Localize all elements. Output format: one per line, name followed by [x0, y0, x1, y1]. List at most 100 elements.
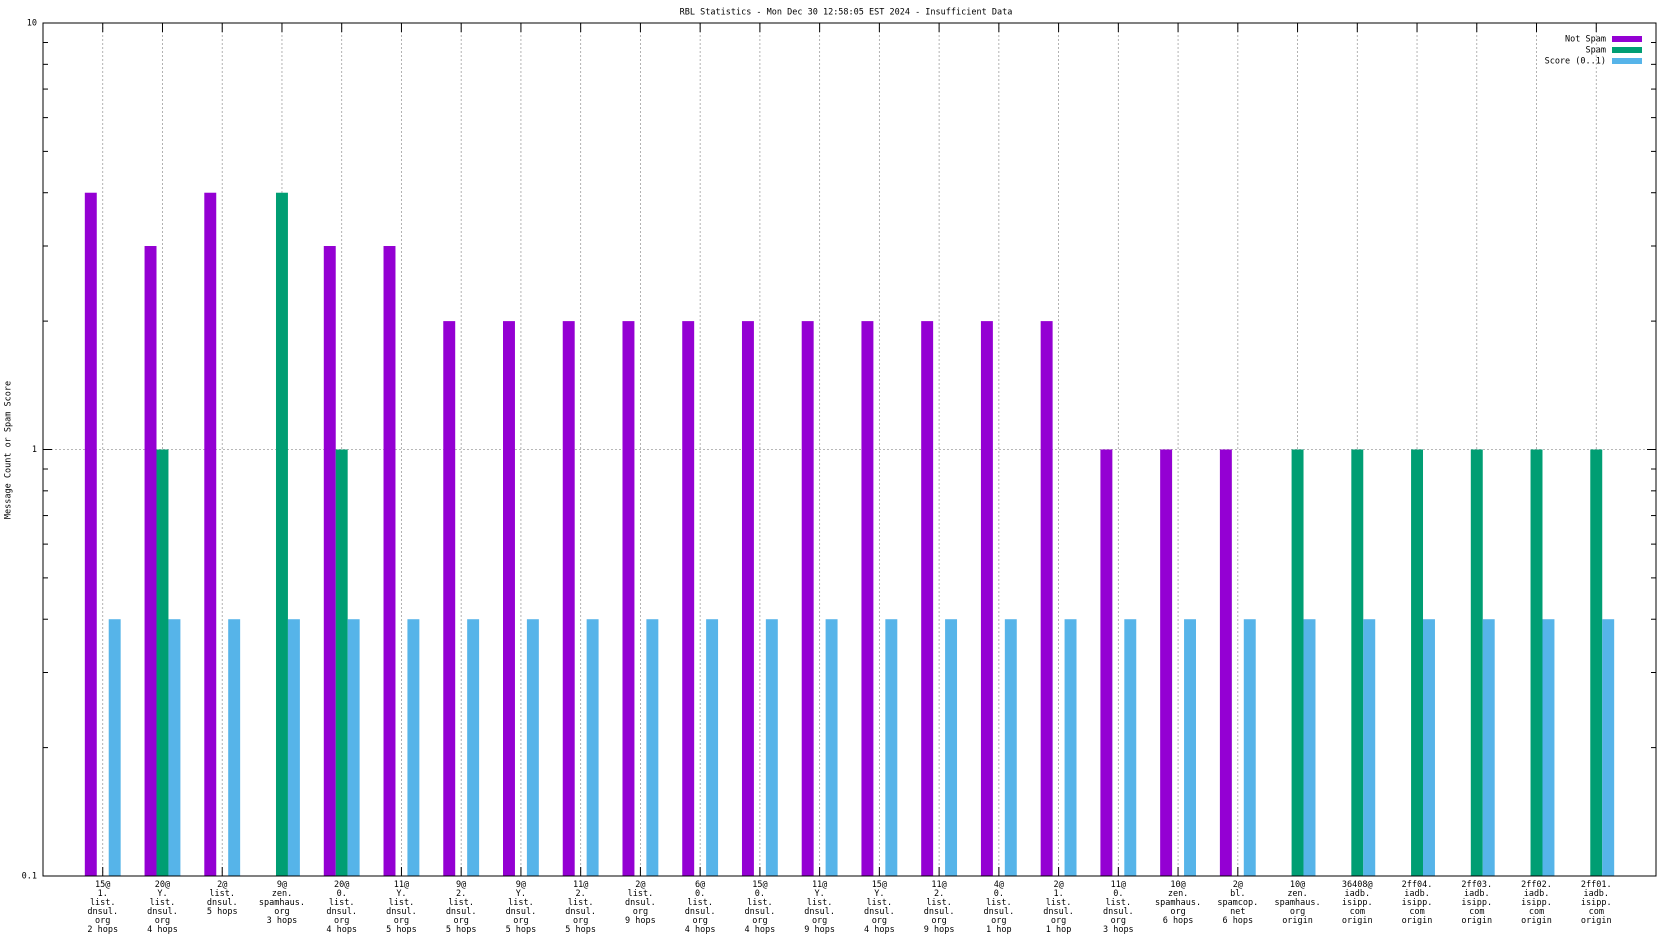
- x-tick-label-line: 2ff01.: [1581, 880, 1612, 890]
- x-tick-label-line: 1 hop: [1046, 925, 1072, 935]
- bar: [1219, 449, 1232, 876]
- x-tick-label-line: com: [1409, 907, 1424, 917]
- x-tick-label-line: bl.: [1230, 889, 1245, 899]
- x-tick-label: 6@ 0. list. dnsul. org 4 hops: [685, 880, 716, 935]
- bar: [1100, 449, 1113, 876]
- x-tick-label-line: list.: [926, 898, 952, 908]
- legend-swatch: [1612, 47, 1642, 53]
- bar: [323, 246, 336, 876]
- x-tick-label-line: Y.: [874, 889, 884, 899]
- bar: [1602, 619, 1615, 876]
- x-tick-label-line: org: [334, 916, 349, 926]
- y-axis-label: Message Count or Spam Score: [4, 381, 14, 519]
- x-tick-label-line: dnsul.: [446, 907, 477, 917]
- x-tick-label-line: list.: [329, 898, 355, 908]
- x-tick-label-line: list.: [986, 898, 1012, 908]
- x-tick-label-line: 2.: [934, 889, 944, 899]
- x-tick-label-line: 6@: [695, 880, 705, 890]
- x-tick-label-line: org: [991, 916, 1006, 926]
- x-tick-label-line: 2ff04.: [1402, 880, 1433, 890]
- bar: [706, 619, 719, 876]
- bar: [503, 321, 515, 876]
- x-tick-label-line: dnsul.: [87, 907, 118, 917]
- x-tick-label-line: org: [454, 916, 469, 926]
- x-tick-label: 11@ Y. list. dnsul. org 9 hops: [804, 880, 835, 935]
- bar: [646, 619, 659, 876]
- x-tick-label-line: 4@: [994, 880, 1004, 890]
- x-tick-label-line: Y.: [157, 889, 167, 899]
- x-tick-label: 9@ Y. list. dnsul. org 5 hops: [506, 880, 537, 935]
- x-tick-label-line: 10@: [1170, 880, 1185, 890]
- bar: [1243, 619, 1256, 876]
- x-tick-label-line: list.: [747, 898, 773, 908]
- x-tick-label: 9@ 2. list. dnsul. org 5 hops: [446, 880, 477, 935]
- x-tick-label-line: org: [872, 916, 887, 926]
- x-tick-label-line: 15@: [872, 880, 887, 890]
- bar: [144, 246, 157, 876]
- x-tick-label-line: 5 hops: [565, 925, 596, 935]
- x-tick-label-line: iadb.: [1583, 889, 1609, 899]
- bar: [1160, 449, 1173, 876]
- x-tick-label-line: org: [394, 916, 409, 926]
- x-tick-label-line: list.: [508, 898, 534, 908]
- x-tick-label-line: Y.: [516, 889, 526, 899]
- x-tick-label-line: iadb.: [1524, 889, 1550, 899]
- x-tick-label-line: 2 hops: [87, 925, 118, 935]
- bar: [443, 321, 456, 876]
- bar: [84, 192, 97, 876]
- bar: [1423, 619, 1435, 876]
- x-tick-label-line: 2@: [1233, 880, 1243, 890]
- x-tick-label-line: 1.: [98, 889, 108, 899]
- x-tick-label-line: list.: [1106, 898, 1132, 908]
- x-tick-label-line: 5 hops: [446, 925, 477, 935]
- x-tick-label-line: 20@: [155, 880, 170, 890]
- x-tick-label-line: spamcop.: [1217, 898, 1258, 908]
- bar: [347, 619, 360, 876]
- x-tick-label-line: list.: [867, 898, 893, 908]
- x-tick-label-line: 10@: [1290, 880, 1305, 890]
- bar: [586, 619, 599, 876]
- x-tick-label-line: org: [931, 916, 946, 926]
- bar: [168, 619, 181, 876]
- x-tick-label-line: dnsul.: [326, 907, 357, 917]
- x-tick-label-line: dnsul.: [207, 898, 238, 908]
- x-tick-label-line: 3 hops: [267, 916, 298, 926]
- bar: [980, 321, 993, 876]
- x-tick-label: 20@ Y. list. dnsul. org 4 hops: [147, 880, 178, 935]
- x-tick-label-line: org: [752, 916, 767, 926]
- bar: [622, 321, 635, 876]
- x-tick-label-line: 5 hops: [207, 907, 238, 917]
- x-tick-label-line: 11@: [1111, 880, 1126, 890]
- x-tick-label: 10@ zen. spamhaus. org 6 hops: [1155, 880, 1201, 926]
- x-tick-label-line: 2@: [635, 880, 645, 890]
- x-tick-label-line: list.: [687, 898, 713, 908]
- x-tick-label-line: 9@: [456, 880, 466, 890]
- x-tick-label: 11@ 0. list. dnsul. org 3 hops: [1103, 880, 1134, 935]
- bar: [1411, 449, 1424, 876]
- bar: [801, 321, 814, 876]
- bar: [1363, 619, 1376, 876]
- x-tick-label-line: org: [513, 916, 528, 926]
- x-tick-label-line: org: [692, 916, 707, 926]
- bar: [945, 619, 958, 876]
- x-tick-label-line: dnsul.: [864, 907, 895, 917]
- bar: [682, 321, 695, 876]
- x-tick-label-line: 4 hops: [864, 925, 895, 935]
- x-tick-label: 11@ 2. list. dnsul. org 9 hops: [924, 880, 955, 935]
- x-tick-label-line: spamhaus.: [1155, 898, 1201, 908]
- x-tick-label-line: 2ff02.: [1521, 880, 1552, 890]
- x-tick-label-line: dnsul.: [983, 907, 1014, 917]
- x-tick-label-line: origin: [1402, 916, 1433, 926]
- x-tick-label: 2ff02. iadb. isipp. com origin: [1521, 880, 1552, 926]
- x-tick-label-line: dnsul.: [804, 907, 835, 917]
- legend-label: Not Spam: [1565, 35, 1606, 45]
- x-tick-label: 11@ Y. list. dnsul. org 5 hops: [386, 880, 417, 935]
- x-tick-label-line: org: [155, 916, 170, 926]
- bar: [156, 449, 169, 876]
- x-tick-label-line: Y.: [396, 889, 406, 899]
- x-tick-label-line: isipp.: [1581, 898, 1612, 908]
- legend-label: Score (0..1): [1545, 57, 1606, 67]
- bar: [562, 321, 575, 876]
- x-tick-label-line: org: [274, 907, 289, 917]
- x-tick-label-line: 6 hops: [1163, 916, 1194, 926]
